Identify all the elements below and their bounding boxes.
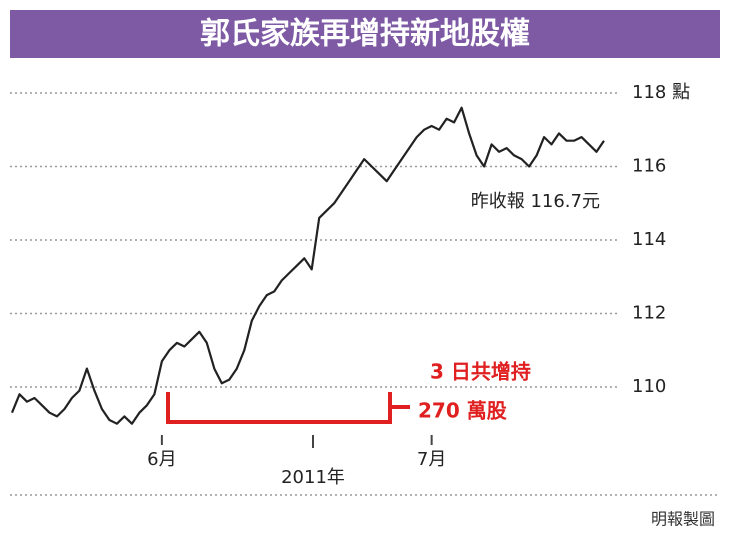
title-bar [10,10,720,58]
year-label: 2011年 [281,467,345,488]
x-tick-label: 6月 [147,449,176,470]
y-tick-label: 112 [632,302,666,323]
x-tick-label: 7月 [417,449,446,470]
y-tick-label: 114 [632,229,666,250]
y-tick-label: 116 [632,155,666,176]
source: 明報製圖 [651,510,715,529]
annotation: 3 日共增持 [430,360,531,384]
price-line [10,106,605,425]
annotation: 270 萬股 [418,399,507,423]
bracket [166,392,410,424]
y-tick-label: 118 點 [632,82,690,103]
chart-title: 郭氏家族再增持新地股權 [200,17,530,52]
close-note: 昨收報 116.7元 [471,191,600,212]
y-tick-label: 110 [632,376,666,397]
